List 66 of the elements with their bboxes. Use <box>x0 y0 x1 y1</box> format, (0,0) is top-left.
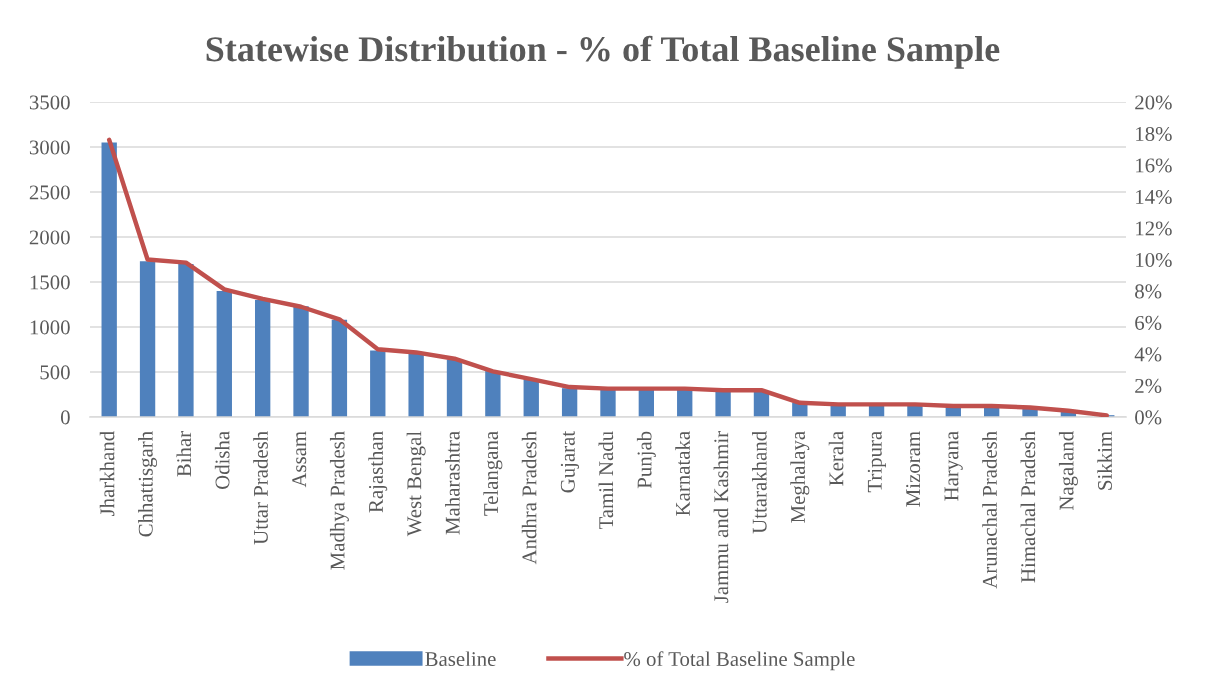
bar <box>561 388 578 417</box>
line-series <box>106 137 1109 417</box>
legend-label: Baseline <box>425 651 496 667</box>
x-tick-label: Kerala <box>828 431 844 486</box>
bar <box>255 300 271 417</box>
bar <box>101 142 117 417</box>
y-tick-label: 3000 <box>29 140 70 155</box>
y-tick-label: 500 <box>40 365 70 380</box>
x-tick-label: Nagaland <box>1058 431 1078 511</box>
bar <box>600 389 616 417</box>
y2-tick-label: 2% <box>1135 378 1162 393</box>
y2-tick-label: 8% <box>1135 284 1162 299</box>
y-tick-label: 3500 <box>29 95 70 110</box>
x-tick-label: Jharkhand <box>99 431 115 517</box>
chart-title: Statewise Distribution - % of Total Baseline Sample <box>206 35 1000 69</box>
x-tick-label: Assam <box>292 431 307 488</box>
bar <box>715 389 731 417</box>
y2-tick-label: 4% <box>1134 347 1162 362</box>
y-tick-label: 1000 <box>30 320 70 335</box>
x-tick-label: Maharashtra <box>445 431 460 535</box>
x-tick-label: Punjab <box>636 431 656 489</box>
x-tick-label: Chhattisgarh <box>138 431 158 537</box>
x-tick-label: Gujarat <box>560 430 580 493</box>
y2-tick-label: 18% <box>1136 126 1172 142</box>
x-tick-label: Mizoram <box>906 431 921 507</box>
x-tick-label: Arunachal Pradesh <box>982 431 997 589</box>
bar <box>331 319 348 417</box>
y-tick-label: 1500 <box>30 275 70 290</box>
y2-tick-label: 6% <box>1135 315 1162 330</box>
bar <box>370 350 386 417</box>
x-tick-label: Andhra Pradesh <box>521 431 537 565</box>
x-tick-label: Tamil Nadu <box>598 431 614 530</box>
y2-tick-label: 20% <box>1135 95 1172 110</box>
y2-tick-label: 12% <box>1136 221 1172 236</box>
bar <box>139 261 156 417</box>
bar <box>638 389 655 417</box>
y-tick-label: 2000 <box>29 230 70 245</box>
y2-tick-label: 10% <box>1136 252 1172 268</box>
legend-label: % of Total Baseline Sample <box>624 651 855 671</box>
x-tick-label: Uttarakhand <box>752 431 767 534</box>
bar <box>293 306 309 417</box>
y-tick-label: 2500 <box>29 185 70 200</box>
bar <box>485 371 501 417</box>
x-tick-label: Odisha <box>214 431 230 490</box>
y2-tick-label: 0% <box>1135 410 1162 425</box>
x-tick-label: Himachal Pradesh <box>1020 431 1036 583</box>
y2-tick-label: 16% <box>1136 158 1172 173</box>
x-tick-label: Meghalaya <box>790 431 810 523</box>
x-tick-label: Tripura <box>867 431 887 493</box>
x-tick-label: Karnataka <box>675 431 690 516</box>
x-tick-label: Haryana <box>944 431 963 501</box>
y2-tick-label: 14% <box>1136 189 1172 205</box>
x-tick-label: Madhya Pradesh <box>329 431 349 570</box>
x-tick-label: West Bengal <box>406 431 426 537</box>
x-tick-label: Sikkim <box>1097 431 1112 490</box>
bar <box>178 264 194 417</box>
bar <box>677 389 693 417</box>
x-tick-label: Jammu and Kashmir <box>713 431 729 603</box>
x-tick-label: Bihar <box>176 431 192 477</box>
bar <box>446 359 463 417</box>
x-tick-label: Uttar Pradesh <box>253 431 268 545</box>
y-tick-label: 0 <box>60 410 70 425</box>
x-tick-label: Telangana <box>483 431 503 516</box>
bar <box>216 291 232 417</box>
bar <box>408 353 424 417</box>
x-tick-label: Rajasthan <box>368 431 388 513</box>
